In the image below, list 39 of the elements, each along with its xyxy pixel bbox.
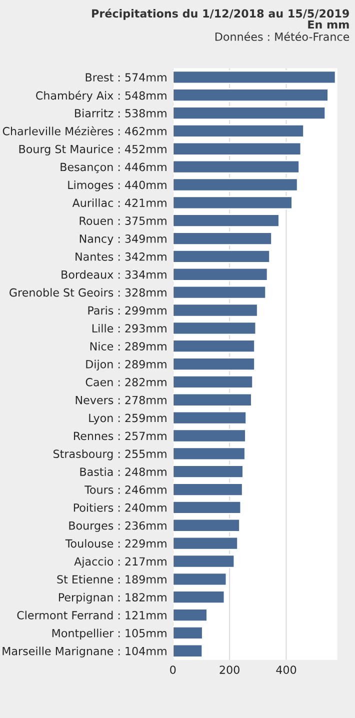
y-tick-label: Biarritz : 538mm <box>75 108 166 118</box>
y-tick-label: Ajaccio : 217mm <box>74 557 166 568</box>
y-tick-label: Lyon : 259mm <box>89 414 166 424</box>
y-tick-label: Toulouse : 229mm <box>65 539 166 548</box>
y-tick-label: Montpellier : 105mm <box>52 628 166 640</box>
y-tick-label: Perpignan : 182mm <box>58 592 166 604</box>
y-tick-label: Nantes : 342mm <box>76 252 166 261</box>
y-tick-label: Lille : 293mm <box>92 324 166 333</box>
y-tick-label: Besançon : 446mm <box>60 162 166 174</box>
y-tick-label: Poitiers : 240mm <box>74 503 166 512</box>
x-tick-label: 400 <box>276 666 296 674</box>
y-tick-label: Bordeaux : 334mm <box>62 270 166 279</box>
y-tick-label: Bastia : 248mm <box>80 467 166 476</box>
y-tick-label: Marseille Marignane : 104mm <box>2 646 166 658</box>
y-tick-label: Nevers : 278mm <box>76 396 166 404</box>
y-tick-label: Strasbourg : 255mm <box>54 449 166 460</box>
y-tick-label: Bourg St Maurice : 452mm <box>19 144 166 156</box>
y-tick-label: Rennes : 257mm <box>74 432 166 440</box>
chart-title: Précipitations du 1/12/2018 au 15/5/2019 <box>92 8 349 20</box>
y-tick-label: Charleville Mézières : 462mm <box>2 126 166 136</box>
y-tick-label: Limoges : 440mm <box>68 180 166 192</box>
y-tick-label: Brest : 574mm <box>86 73 166 82</box>
x-tick-label: 200 <box>220 666 240 674</box>
y-tick-label: Caen : 282mm <box>86 378 166 386</box>
y-tick-label: Chambéry Aix : 548mm <box>36 90 166 102</box>
y-tick-label: St Etienne : 189mm <box>57 574 166 584</box>
y-tick-label: Rouen : 375mm <box>80 216 166 225</box>
y-tick-label: Aurillac : 421mm <box>72 198 166 208</box>
text: Données : Météo-France <box>215 32 350 41</box>
y-tick-label: Nancy : 349mm <box>80 234 166 246</box>
y-tick-label: Dijon : 289mm <box>86 360 166 371</box>
y-tick-label: Grenoble St Geoirs : 328mm <box>10 288 166 297</box>
chart-subtitle: En mm <box>308 20 349 29</box>
y-tick-label: Tours : 246mm <box>84 486 166 494</box>
y-tick-label: Paris : 299mm <box>88 306 166 315</box>
y-tick-label: Bourges : 236mm <box>69 521 166 532</box>
y-tick-label: Nice : 289mm <box>90 342 166 350</box>
y-tick-label: Clermont Ferrand : 121mm <box>17 610 166 620</box>
x-tick-label: 0 <box>170 666 176 674</box>
